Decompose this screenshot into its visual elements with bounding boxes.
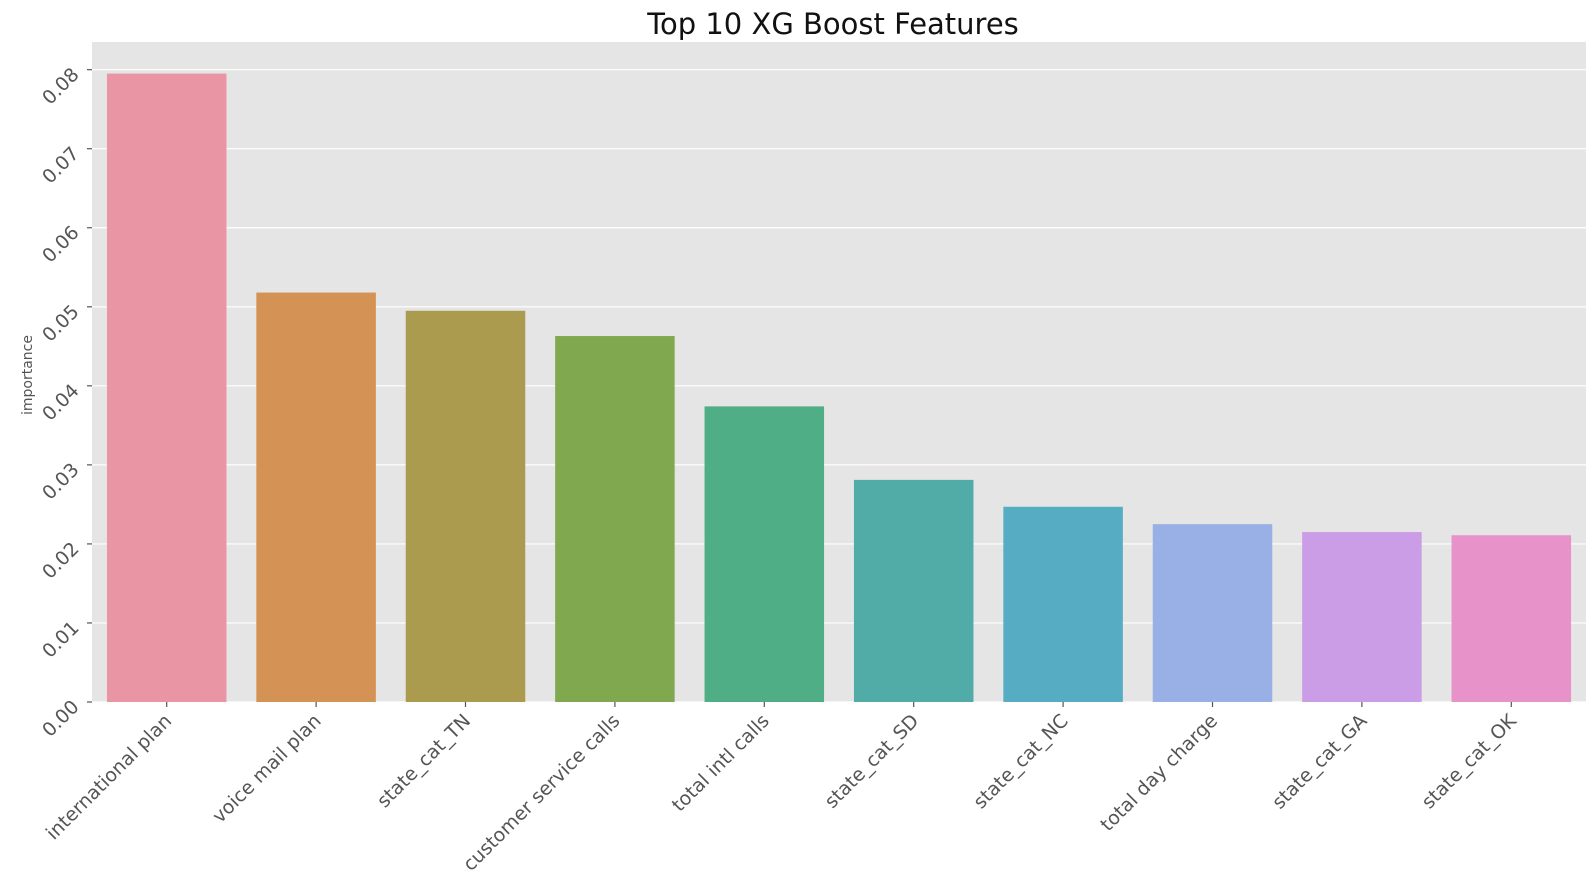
y-tick-label-8: 0.08: [38, 64, 83, 109]
bar-state_cat_nc: [1003, 506, 1123, 702]
bar-voice-mail-plan: [256, 292, 376, 702]
bar-customer-service-calls: [555, 336, 675, 702]
x-tick-label-9: state_cat_OK: [1418, 710, 1522, 814]
x-tick-label-7: total day charge: [1096, 710, 1222, 836]
x-tick-label-2: state_cat_TN: [373, 710, 475, 812]
y-tick-label-7: 0.07: [38, 143, 83, 188]
x-tick-label-6: state_cat_NC: [969, 710, 1072, 813]
x-tick-label-3: customer service calls: [459, 710, 625, 876]
y-tick-label-0: 0.00: [38, 696, 83, 741]
x-tick-label-8: state_cat_GA: [1268, 710, 1372, 814]
y-axis-label: importance: [20, 335, 36, 415]
bar-state_cat_tn: [405, 310, 526, 702]
bar-total-day-charge: [1152, 524, 1273, 702]
y-tick-label-2: 0.02: [38, 538, 83, 583]
y-tick-label-1: 0.01: [38, 617, 83, 662]
bar-state_cat_ga: [1302, 532, 1422, 702]
y-tick-label-3: 0.03: [38, 459, 83, 504]
bar-state_cat_ok: [1451, 535, 1572, 702]
x-tick-label-4: total intl calls: [668, 710, 774, 816]
bar-total-intl-calls: [704, 406, 825, 702]
chart-title: Top 10 XG Boost Features: [646, 7, 1019, 41]
plot-area: 0.000.010.020.030.040.050.060.070.08inte…: [38, 42, 1586, 876]
y-tick-label-4: 0.04: [38, 380, 83, 425]
x-tick-label-1: voice mail plan: [208, 710, 325, 827]
bar-international-plan: [106, 73, 227, 703]
y-tick-label-5: 0.05: [38, 301, 83, 346]
y-tick-label-6: 0.06: [38, 222, 83, 267]
x-tick-label-5: state_cat_SD: [820, 710, 923, 813]
bar-state_cat_sd: [853, 479, 974, 702]
